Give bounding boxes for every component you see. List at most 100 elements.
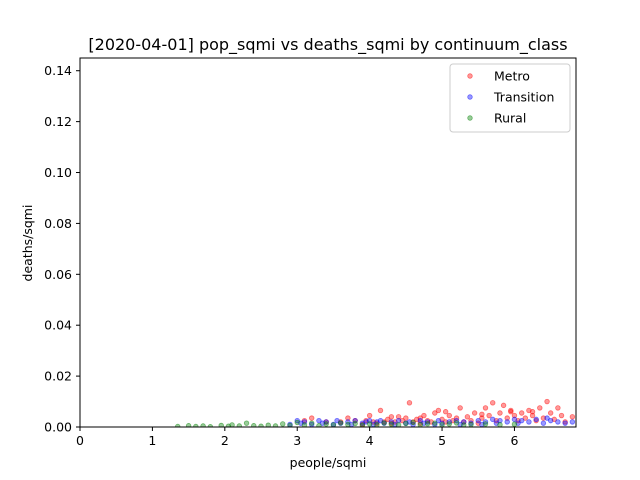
data-point bbox=[258, 423, 264, 427]
data-point bbox=[435, 407, 442, 414]
chart-title: [2020-04-01] pop_sqmi vs deaths_sqmi by … bbox=[88, 35, 567, 55]
legend-marker bbox=[467, 94, 473, 100]
data-point bbox=[388, 414, 395, 420]
data-point bbox=[323, 421, 329, 427]
y-tick-label: 0.06 bbox=[44, 267, 72, 282]
x-axis-label: people/sqmi bbox=[290, 455, 367, 470]
data-point bbox=[544, 415, 550, 421]
legend-label: Rural bbox=[494, 111, 526, 126]
data-point bbox=[294, 419, 300, 426]
data-point bbox=[424, 420, 431, 427]
plot-frame bbox=[79, 57, 577, 428]
data-point bbox=[446, 421, 452, 427]
data-point bbox=[475, 417, 481, 424]
legend-entry-rural: Rural bbox=[467, 111, 526, 126]
data-point bbox=[482, 405, 489, 411]
y-tick-label: 0.04 bbox=[44, 318, 72, 333]
data-point bbox=[316, 417, 322, 424]
data-point bbox=[410, 419, 416, 426]
data-point bbox=[200, 423, 206, 427]
data-point bbox=[482, 421, 489, 427]
data-point bbox=[504, 415, 510, 421]
plot-marks bbox=[175, 398, 576, 427]
series-metro bbox=[301, 398, 576, 427]
data-point bbox=[547, 417, 554, 424]
data-point bbox=[497, 417, 503, 424]
data-point bbox=[479, 411, 485, 417]
data-point bbox=[316, 423, 322, 427]
legend-entry-metro: Metro bbox=[467, 69, 530, 84]
x-tick-label: 5 bbox=[438, 433, 446, 448]
data-point bbox=[490, 416, 496, 423]
data-point bbox=[490, 400, 496, 406]
data-point bbox=[518, 417, 525, 424]
data-point bbox=[185, 423, 192, 427]
data-point bbox=[388, 421, 395, 427]
data-point bbox=[432, 410, 438, 416]
data-point bbox=[540, 420, 547, 426]
data-point bbox=[471, 410, 478, 416]
data-point bbox=[403, 420, 409, 427]
data-point bbox=[251, 423, 257, 427]
x-tick-label: 4 bbox=[366, 433, 374, 448]
data-point bbox=[439, 420, 445, 426]
data-point bbox=[175, 423, 181, 427]
data-point bbox=[435, 417, 442, 424]
data-point bbox=[526, 419, 532, 425]
data-point bbox=[555, 419, 561, 425]
data-point bbox=[504, 419, 510, 425]
data-point bbox=[381, 420, 387, 426]
legend-box bbox=[449, 63, 571, 133]
data-point bbox=[486, 412, 492, 419]
data-point bbox=[229, 422, 235, 427]
data-point bbox=[547, 410, 554, 416]
data-point bbox=[500, 402, 507, 409]
data-point bbox=[424, 419, 431, 425]
data-point bbox=[374, 422, 380, 427]
y-tick-label: 0.10 bbox=[44, 165, 72, 180]
data-point bbox=[522, 415, 529, 421]
data-point bbox=[399, 417, 405, 424]
data-point bbox=[385, 416, 391, 423]
data-point bbox=[309, 420, 315, 426]
data-point bbox=[511, 421, 518, 427]
data-point bbox=[511, 416, 518, 423]
legend-label: Metro bbox=[494, 69, 530, 84]
legend-label: Transition bbox=[493, 90, 554, 105]
data-point bbox=[497, 422, 503, 427]
legend-marker bbox=[467, 73, 473, 79]
data-point bbox=[518, 410, 525, 416]
data-point bbox=[529, 409, 536, 415]
data-point bbox=[287, 422, 293, 427]
data-point bbox=[301, 422, 308, 427]
data-point bbox=[446, 412, 452, 419]
data-point bbox=[555, 405, 561, 411]
data-point bbox=[272, 423, 279, 427]
y-tick-label: 0.14 bbox=[44, 63, 72, 78]
data-point bbox=[461, 422, 467, 427]
data-point bbox=[406, 400, 413, 406]
data-point bbox=[421, 412, 427, 419]
data-point bbox=[395, 417, 402, 424]
y-tick-label: 0.02 bbox=[44, 369, 72, 384]
data-point bbox=[468, 421, 474, 427]
data-point bbox=[345, 421, 351, 427]
legend-entry-transition: Transition bbox=[467, 90, 554, 105]
data-point bbox=[537, 405, 543, 411]
data-point bbox=[359, 422, 366, 427]
legend-marker bbox=[467, 115, 473, 121]
data-point bbox=[432, 420, 438, 426]
y-tick-label: 0.12 bbox=[44, 114, 72, 129]
data-point bbox=[352, 420, 358, 427]
series-rural bbox=[175, 419, 518, 427]
data-point bbox=[569, 414, 576, 420]
data-point bbox=[417, 417, 424, 424]
data-point bbox=[366, 412, 373, 419]
x-tick-label: 0 bbox=[76, 433, 84, 448]
y-tick-label: 0.00 bbox=[44, 420, 72, 435]
data-point bbox=[309, 415, 315, 421]
data-point bbox=[544, 398, 550, 405]
data-point bbox=[439, 422, 445, 427]
data-point bbox=[243, 420, 250, 426]
